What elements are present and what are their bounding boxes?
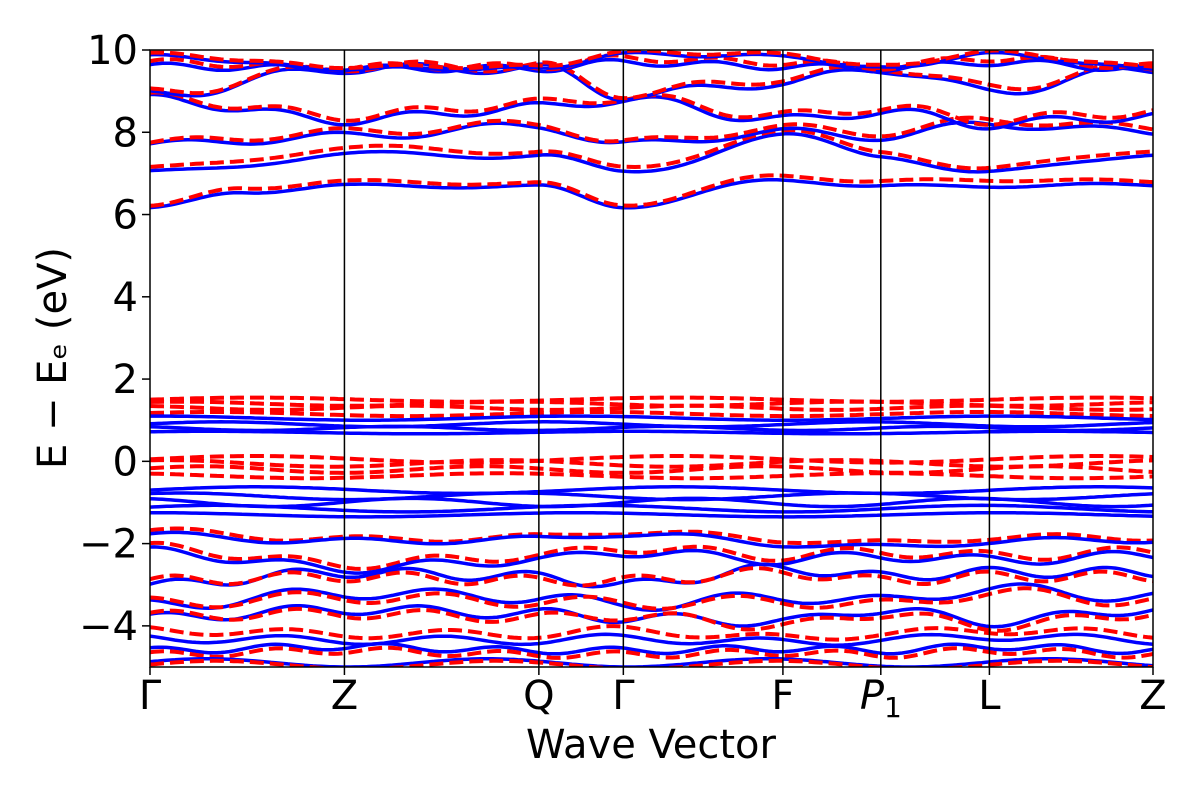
band-line-solid <box>150 562 1153 589</box>
band-line-solid <box>150 511 1153 519</box>
band-line-dashed <box>150 566 1153 588</box>
band-line-solid <box>150 57 1153 74</box>
x-tick-label: Γ <box>612 673 635 719</box>
band-line-dashed <box>150 464 1153 475</box>
y-tick-label: 2 <box>113 357 138 403</box>
band-line-dashed <box>150 173 1153 208</box>
band-line-solid <box>150 429 1153 436</box>
band-line-dashed <box>150 454 1153 465</box>
band-line-dashed <box>150 624 1153 642</box>
y-tick-label: −2 <box>79 522 138 568</box>
band-line-solid <box>150 424 1153 433</box>
band-line-solid <box>150 530 1153 549</box>
band-line-dashed <box>150 645 1153 660</box>
x-axis: Γ Z Q Γ F P1 L Z <box>139 667 1167 724</box>
y-tick-label: 4 <box>113 275 138 321</box>
band-line-solid <box>150 503 1153 514</box>
x-tick-label: Z <box>1139 673 1166 719</box>
band-line-solid <box>150 641 1153 656</box>
band-line-solid <box>150 496 1153 509</box>
band-line-dashed <box>150 50 1153 71</box>
band-line-dashed <box>150 540 1153 571</box>
band-line-dashed <box>150 471 1153 481</box>
band-line-solid <box>150 485 1153 496</box>
band-line-dashed <box>150 127 1153 171</box>
kpoint-divider-lines <box>343 50 991 667</box>
y-axis-label: E − Eₑ (eV) <box>30 247 76 469</box>
band-line-solid <box>150 414 1153 422</box>
bands-layer <box>150 50 1153 667</box>
band-line-solid <box>150 545 1153 575</box>
x-tick-label: F <box>771 673 794 719</box>
x-tick-label: Q <box>523 673 554 719</box>
x-axis-label: Wave Vector <box>526 722 777 768</box>
x-tick-label: Z <box>331 673 358 719</box>
band-line-dashed <box>150 403 1153 412</box>
band-line-dashed <box>150 606 1153 633</box>
x-tick-label: Γ <box>139 673 162 719</box>
band-line-dashed <box>150 395 1153 404</box>
band-line-solid <box>150 632 1153 647</box>
y-tick-label: 8 <box>113 110 138 156</box>
band-line-dashed <box>150 586 1153 611</box>
y-tick-label: 10 <box>87 28 138 74</box>
y-tick-label: 6 <box>113 193 138 239</box>
plot-frame <box>149 49 1154 668</box>
y-tick-label: −4 <box>79 604 138 650</box>
band-line-solid <box>150 132 1153 174</box>
y-axis: −4 −2 0 2 4 6 8 10 <box>79 28 150 650</box>
x-tick-label: L <box>978 673 1001 719</box>
band-line-dashed <box>150 458 1153 469</box>
band-line-dashed <box>150 410 1153 419</box>
band-line-dashed <box>150 115 1153 145</box>
y-tick-label: 0 <box>113 439 138 485</box>
